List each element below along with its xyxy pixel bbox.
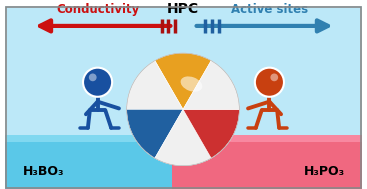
Text: Conductivity: Conductivity: [56, 3, 139, 16]
Wedge shape: [183, 109, 239, 158]
Wedge shape: [155, 53, 211, 109]
Bar: [172, 142, 361, 189]
Circle shape: [89, 74, 97, 81]
Wedge shape: [127, 61, 183, 109]
Circle shape: [270, 74, 278, 81]
Wedge shape: [155, 109, 211, 166]
Text: HPC: HPC: [167, 2, 199, 16]
Text: H₃PO₃: H₃PO₃: [304, 165, 345, 178]
Polygon shape: [6, 135, 195, 142]
Text: Active sites: Active sites: [231, 3, 308, 16]
Text: H₃BO₃: H₃BO₃: [23, 165, 64, 178]
Wedge shape: [127, 109, 183, 158]
Bar: [6, 142, 195, 189]
Circle shape: [127, 53, 239, 166]
Polygon shape: [172, 135, 361, 142]
Circle shape: [83, 68, 112, 97]
Ellipse shape: [181, 76, 202, 92]
Wedge shape: [183, 61, 239, 109]
Circle shape: [255, 68, 284, 97]
